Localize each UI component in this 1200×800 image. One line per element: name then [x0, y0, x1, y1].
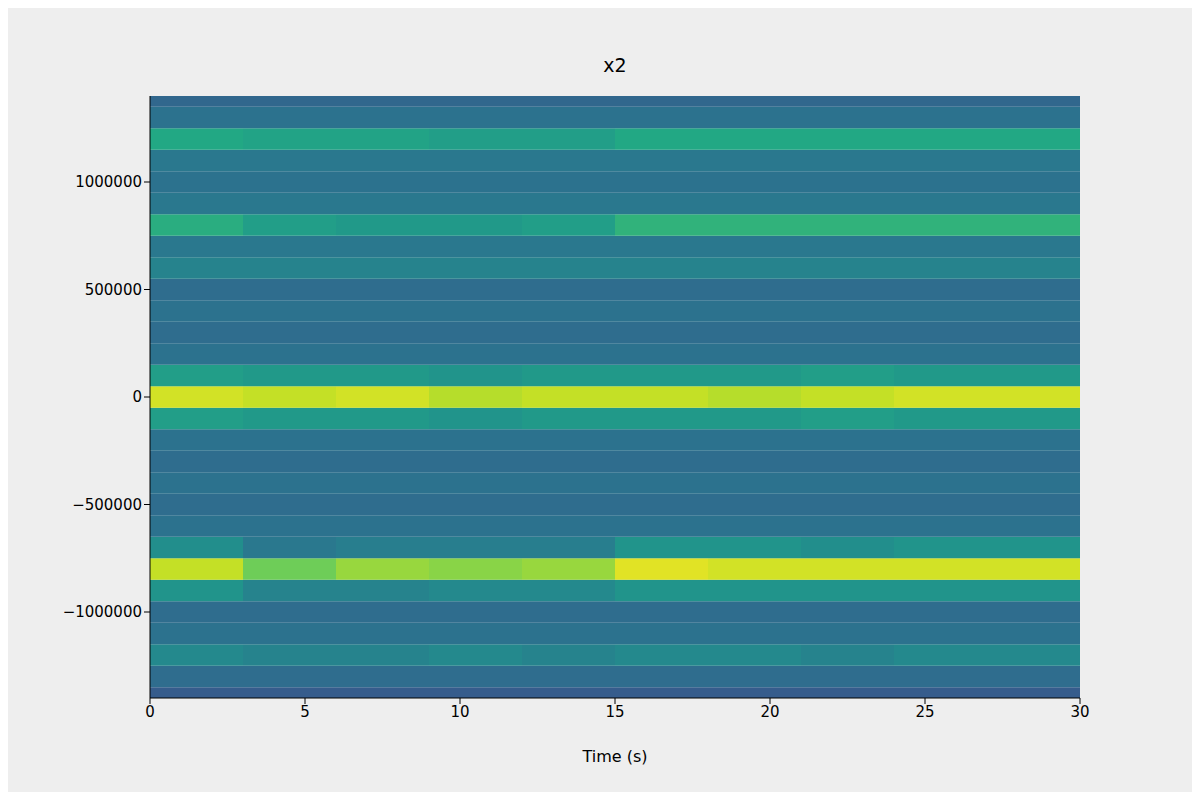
svg-text:15: 15: [605, 703, 624, 721]
svg-text:5: 5: [300, 703, 310, 721]
svg-text:1000000: 1000000: [75, 173, 142, 191]
svg-text:−500000: −500000: [72, 496, 142, 514]
svg-text:10: 10: [450, 703, 469, 721]
svg-text:30: 30: [1070, 703, 1089, 721]
svg-text:0: 0: [145, 703, 155, 721]
html-text:x2: x2: [603, 54, 627, 76]
svg-text:Time (s): Time (s): [581, 747, 647, 766]
svg-text:500000: 500000: [85, 281, 142, 299]
svg-text:20: 20: [760, 703, 779, 721]
svg-text:−1000000: −1000000: [63, 603, 142, 621]
svg-text:0: 0: [132, 388, 142, 406]
svg-text:25: 25: [915, 703, 934, 721]
